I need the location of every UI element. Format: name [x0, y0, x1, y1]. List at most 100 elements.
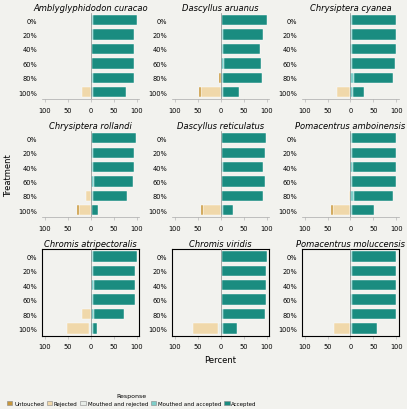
Title: Chrysiptera cyanea: Chrysiptera cyanea	[310, 4, 391, 13]
Y-axis label: Treatment: Treatment	[4, 153, 13, 196]
Bar	[223, 324, 237, 334]
Bar	[91, 206, 92, 216]
Bar	[219, 73, 221, 84]
Bar	[223, 162, 263, 173]
Bar	[93, 295, 135, 305]
Title: Chrysiptera rollandi: Chrysiptera rollandi	[49, 122, 132, 131]
Bar	[350, 177, 352, 187]
Bar	[91, 191, 93, 202]
Bar	[221, 30, 223, 40]
Bar	[221, 73, 223, 84]
Bar	[94, 281, 135, 291]
Bar	[94, 309, 124, 319]
Bar	[91, 252, 93, 262]
Bar	[221, 148, 222, 159]
Bar	[221, 324, 223, 334]
Bar	[77, 206, 79, 216]
Bar	[221, 16, 222, 26]
Bar	[91, 295, 93, 305]
Bar	[91, 324, 93, 334]
Bar	[352, 252, 396, 262]
Bar	[93, 266, 135, 276]
Bar	[352, 45, 396, 55]
Bar	[91, 134, 92, 144]
Bar	[350, 162, 353, 173]
Bar	[222, 191, 263, 202]
Bar	[92, 134, 136, 144]
Bar	[335, 324, 350, 334]
Bar	[350, 16, 352, 26]
Bar	[352, 324, 377, 334]
X-axis label: Percent: Percent	[205, 355, 236, 364]
Bar	[91, 45, 92, 55]
Bar	[350, 309, 352, 319]
Bar	[86, 191, 91, 202]
Bar	[221, 252, 222, 262]
Bar	[223, 206, 233, 216]
Bar	[352, 134, 396, 144]
Title: Chromis atripectoralis: Chromis atripectoralis	[44, 240, 137, 249]
Bar	[221, 191, 222, 202]
Bar	[221, 45, 223, 55]
Bar	[94, 177, 133, 187]
Bar	[223, 88, 239, 98]
Bar	[91, 73, 93, 84]
Bar	[354, 73, 393, 84]
Bar	[350, 148, 352, 159]
Bar	[222, 148, 265, 159]
Bar	[83, 309, 91, 319]
Bar	[352, 16, 396, 26]
Bar	[223, 309, 265, 319]
Bar	[350, 30, 352, 40]
Title: Amblyglyphidodon curacao: Amblyglyphidodon curacao	[33, 4, 148, 13]
Bar	[93, 252, 137, 262]
Bar	[79, 206, 91, 216]
Bar	[92, 45, 134, 55]
Bar	[352, 177, 396, 187]
Bar	[93, 16, 137, 26]
Bar	[89, 324, 91, 334]
Bar	[223, 30, 263, 40]
Bar	[352, 281, 396, 291]
Bar	[203, 206, 221, 216]
Bar	[350, 73, 354, 84]
Bar	[224, 59, 261, 70]
Bar	[221, 88, 223, 98]
Bar	[350, 295, 352, 305]
Bar	[222, 16, 267, 26]
Bar	[91, 309, 94, 319]
Bar	[350, 59, 352, 70]
Bar	[91, 177, 94, 187]
Bar	[67, 324, 89, 334]
Bar	[223, 45, 260, 55]
Title: Dascyllus reticulatus: Dascyllus reticulatus	[177, 122, 264, 131]
Title: Pomacentrus moluccensis: Pomacentrus moluccensis	[296, 240, 405, 249]
Bar	[352, 206, 374, 216]
Bar	[93, 191, 127, 202]
Title: Pomacentrus amboinensis: Pomacentrus amboinensis	[295, 122, 406, 131]
Bar	[354, 191, 393, 202]
Bar	[221, 295, 222, 305]
Bar	[350, 191, 354, 202]
Bar	[91, 16, 93, 26]
Bar	[352, 266, 396, 276]
Bar	[218, 324, 221, 334]
Bar	[201, 206, 203, 216]
Bar	[92, 59, 134, 70]
Bar	[91, 88, 93, 98]
Bar	[353, 88, 364, 98]
Title: Dascyllus aruanus: Dascyllus aruanus	[182, 4, 259, 13]
Bar	[91, 281, 94, 291]
Bar	[93, 30, 134, 40]
Bar	[350, 266, 352, 276]
Bar	[222, 134, 266, 144]
Legend: Untouched, Rejected, Mouthed and rejected, Mouthed and accepted, Accepted: Untouched, Rejected, Mouthed and rejecte…	[7, 393, 257, 406]
Bar	[221, 177, 222, 187]
Bar	[92, 206, 98, 216]
Bar	[93, 73, 134, 84]
Bar	[93, 324, 97, 334]
Bar	[349, 191, 350, 202]
Bar	[350, 206, 352, 216]
Title: Chromis viridis: Chromis viridis	[189, 240, 252, 249]
Bar	[221, 266, 222, 276]
